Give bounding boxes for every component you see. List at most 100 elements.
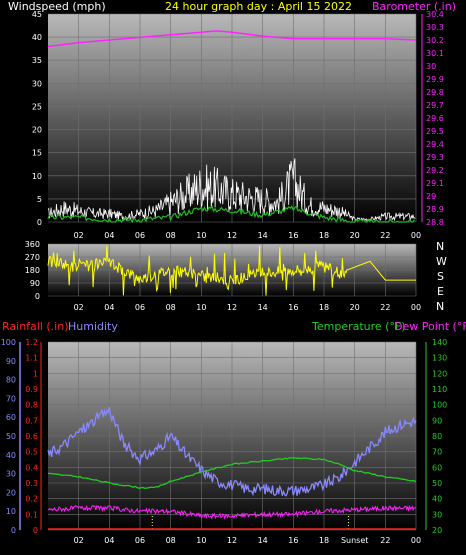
humidity-tick-label: 80 [6, 376, 16, 385]
rainfall-tick-label: 1.2 [25, 338, 38, 347]
direction-tick-label: 0 [35, 292, 40, 301]
barometer-tick-label: 29.3 [426, 153, 444, 162]
humidity-series-line [47, 406, 417, 497]
humidity-tick-label: 20 [6, 488, 16, 497]
wind-x-tick-label: 14 [258, 231, 268, 240]
humidity-tick-label: 40 [6, 451, 16, 460]
humidity-tick-label: 100 [1, 338, 16, 347]
humidity-tick-label: 90 [6, 357, 16, 366]
humidity-tick-label: 10 [6, 507, 16, 516]
rainfall-tick-label: 1.1 [25, 354, 38, 363]
temperature-tick-label: 140 [432, 338, 447, 347]
windspeed-tick-label: 15 [32, 149, 42, 158]
humidity-tick-label: 0 [11, 526, 16, 535]
rainfall-tick-label: 0 [33, 526, 38, 535]
direction-x-tick-label: 04 [104, 303, 114, 312]
wind-x-tick-label: 06 [135, 231, 145, 240]
temperature-tick-label: 50 [432, 479, 442, 488]
direction-x-tick-label: 02 [74, 303, 84, 312]
wind-x-tick-label: 18 [319, 231, 329, 240]
direction-tick-label: 270 [25, 253, 40, 262]
wind-direction-series-line [47, 245, 416, 296]
temperature-tick-label: 80 [432, 432, 442, 441]
humidity-tick-label: 60 [6, 413, 16, 422]
temperature-tick-label: 130 [432, 354, 447, 363]
barometer-tick-label: 29 [426, 192, 436, 201]
graph-title: 24 hour graph day : April 15 2022 [165, 0, 352, 13]
compass-label-e: E [437, 285, 444, 298]
dewpoint-series-line [47, 504, 417, 520]
humidity-axis-label: Humidity [68, 320, 118, 333]
wind-avg-series-line [47, 205, 415, 224]
barometer-tick-label: 29.5 [426, 127, 444, 136]
bottom-x-tick-label: 08 [166, 536, 176, 545]
direction-x-tick-label: 10 [196, 303, 206, 312]
bottom-x-tick-label: 16 [288, 536, 298, 545]
rainfall-tick-label: 0.7 [25, 416, 38, 425]
rainfall-tick-label: 0.5 [25, 448, 38, 457]
barometer-tick-label: 29.2 [426, 166, 444, 175]
wind-x-tick-label: 00 [411, 231, 421, 240]
bottom-x-tick-label: 12 [227, 536, 237, 545]
barometer-tick-label: 30.4 [426, 10, 444, 19]
direction-tick-label: 360 [25, 240, 40, 249]
rainfall-tick-label: 0.1 [25, 510, 38, 519]
windspeed-tick-label: 40 [32, 33, 42, 42]
direction-x-tick-label: 08 [166, 303, 176, 312]
windspeed-tick-label: 45 [32, 10, 42, 19]
direction-x-tick-label: 00 [411, 303, 421, 312]
barometer-axis-label: Barometer (.in) [372, 0, 456, 13]
temperature-tick-label: 60 [432, 463, 442, 472]
windspeed-tick-label: 35 [32, 56, 42, 65]
bottom-x-tick-label: 14 [258, 536, 268, 545]
bottom-x-tick-label: 04 [104, 536, 114, 545]
barometer-tick-label: 29.9 [426, 75, 444, 84]
direction-tick-label: 90 [30, 279, 40, 288]
windspeed-tick-label: 0 [37, 218, 42, 227]
temperature-series-line [47, 457, 417, 489]
humidity-tick-label: 50 [6, 432, 16, 441]
barometer-tick-label: 30.2 [426, 36, 444, 45]
temperature-tick-label: 70 [432, 448, 442, 457]
temperature-tick-label: 30 [432, 510, 442, 519]
direction-x-tick-label: 14 [258, 303, 268, 312]
humidity-tick-label: 70 [6, 394, 16, 403]
barometer-tick-label: 29.7 [426, 101, 444, 110]
temperature-tick-label: 110 [432, 385, 447, 394]
humidity-tick-label: 30 [6, 470, 16, 479]
rainfall-tick-label: 0.4 [25, 463, 38, 472]
rainfall-tick-label: 1 [33, 369, 38, 378]
rainfall-tick-label: 0.6 [25, 432, 38, 441]
barometer-tick-label: 30.3 [426, 23, 444, 32]
temperature-tick-label: 90 [432, 416, 442, 425]
rainfall-tick-label: 0.2 [25, 495, 38, 504]
barometer-tick-label: 29.6 [426, 114, 444, 123]
wind-x-tick-label: 02 [74, 231, 84, 240]
bottom-x-tick-label: 18 [319, 536, 329, 545]
barometer-tick-label: 28.9 [426, 205, 444, 214]
temperature-tick-label: 100 [432, 401, 447, 410]
bottom-x-tick-label: Sunset [341, 536, 368, 545]
windspeed-axis-label: Windspeed (mph) [8, 0, 106, 13]
rainfall-tick-label: 0.8 [25, 401, 38, 410]
dewpoint-axis-label: Dew Point (°F) [394, 320, 466, 333]
bottom-x-tick-label: 00 [411, 536, 421, 545]
windspeed-tick-label: 10 [32, 172, 42, 181]
wind-x-tick-label: 20 [350, 231, 360, 240]
rainfall-axis-label: Rainfall (.in) [2, 320, 69, 333]
bottom-x-tick-label: 22 [380, 536, 390, 545]
direction-x-tick-label: 22 [380, 303, 390, 312]
direction-x-tick-label: 06 [135, 303, 145, 312]
windspeed-tick-label: 25 [32, 102, 42, 111]
direction-x-tick-label: 20 [350, 303, 360, 312]
gust-series-line [47, 158, 416, 222]
wind-x-tick-label: 10 [196, 231, 206, 240]
direction-tick-label: 180 [25, 266, 40, 275]
bottom-x-tick-label: 06 [135, 536, 145, 545]
wind-x-tick-label: 22 [380, 231, 390, 240]
windspeed-tick-label: 20 [32, 126, 42, 135]
windspeed-tick-label: 30 [32, 79, 42, 88]
temperature-tick-label: 20 [432, 526, 442, 535]
barometer-tick-label: 28.8 [426, 218, 444, 227]
